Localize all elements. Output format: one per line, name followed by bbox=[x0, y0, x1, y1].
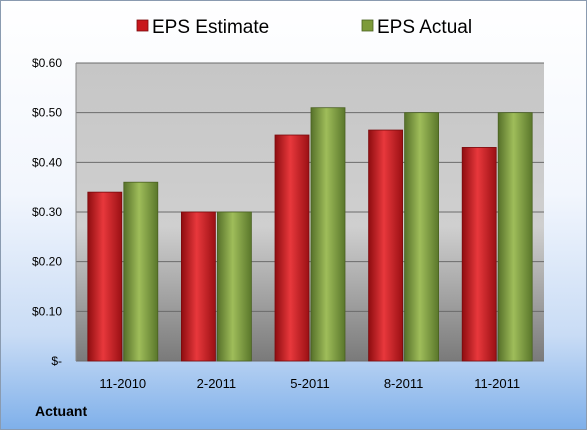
legend-swatch bbox=[361, 19, 374, 32]
company-name: Actuant bbox=[35, 403, 88, 419]
bar-eps-actual-5-2011 bbox=[310, 107, 346, 362]
legend-swatch bbox=[136, 19, 149, 32]
y-tick-label: $0.50 bbox=[32, 106, 62, 120]
x-tick-label: 11-2011 bbox=[474, 376, 520, 391]
x-tick-label: 11-2010 bbox=[99, 376, 146, 391]
bar-eps-actual-11-2011 bbox=[497, 112, 533, 362]
bar-eps-estimate-2-2011 bbox=[180, 211, 216, 362]
bar-eps-estimate-5-2011 bbox=[274, 134, 310, 362]
x-axis-ticks: 11-2010 2-2011 5-2011 8-2011 11-2011 bbox=[99, 376, 520, 391]
bar-eps-actual-11-2010 bbox=[123, 181, 159, 362]
bar-eps-actual-8-2011 bbox=[404, 112, 440, 362]
y-tick-label: $- bbox=[51, 354, 62, 368]
y-tick-label: $0.10 bbox=[32, 304, 62, 318]
y-tick-label: $0.40 bbox=[32, 155, 62, 169]
legend: EPS Estimate EPS Actual bbox=[136, 17, 472, 38]
bar-eps-actual-2-2011 bbox=[216, 211, 252, 362]
y-axis-ticks: $- $0.10 $0.20 $0.30 $0.40 $0.50 $0.60 bbox=[32, 56, 62, 368]
bar-eps-estimate-11-2011 bbox=[461, 147, 497, 362]
legend-label: EPS Actual bbox=[377, 17, 472, 38]
legend-label: EPS Estimate bbox=[152, 17, 269, 38]
x-tick-label: 8-2011 bbox=[384, 376, 424, 391]
bars bbox=[87, 107, 533, 362]
y-tick-label: $0.60 bbox=[32, 56, 62, 70]
x-tick-label: 2-2011 bbox=[197, 376, 237, 391]
y-tick-label: $0.30 bbox=[32, 205, 62, 219]
y-tick-label: $0.20 bbox=[32, 255, 62, 269]
bar-eps-estimate-11-2010 bbox=[87, 191, 123, 362]
x-tick-label: 5-2011 bbox=[290, 376, 330, 391]
bar-eps-estimate-8-2011 bbox=[368, 129, 404, 362]
